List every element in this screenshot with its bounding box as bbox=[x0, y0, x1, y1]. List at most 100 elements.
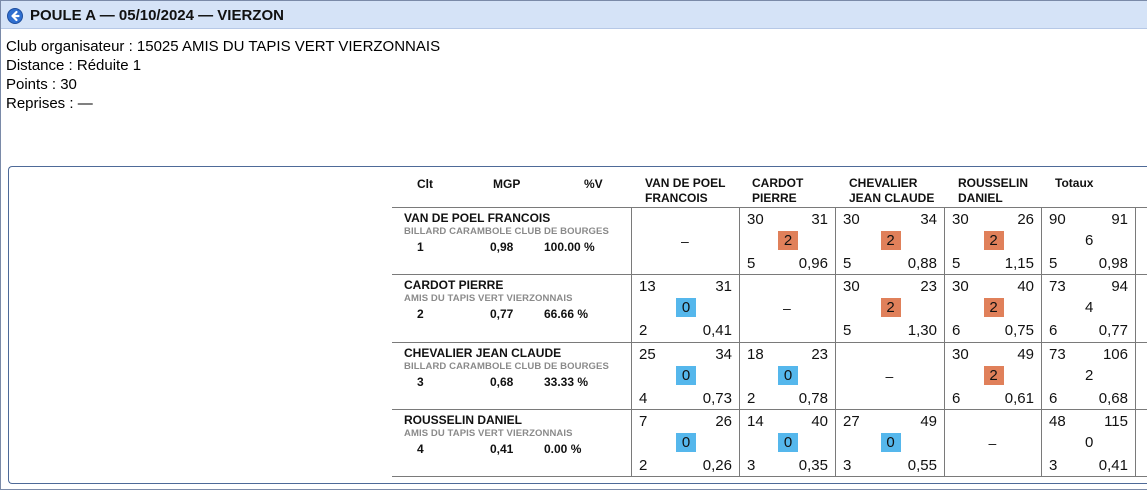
match-cell-opponent-points: 26 bbox=[715, 413, 732, 430]
match-cell-result-badge: 0 bbox=[778, 433, 798, 452]
player-club: AMIS DU TAPIS VERT VIERZONNAIS bbox=[404, 293, 573, 304]
match-cell-result-badge: 2 bbox=[983, 231, 1004, 250]
match-cell-innings: 3 bbox=[843, 457, 852, 474]
player-rank: 1 bbox=[417, 240, 424, 254]
organizer-club: Club organisateur : 15025 AMIS DU TAPIS … bbox=[6, 38, 441, 55]
header-opponent-4: ROUSSELIN DANIEL bbox=[958, 176, 1029, 205]
match-cell-innings: 3 bbox=[747, 457, 756, 474]
match-cell-average: 1,30 bbox=[907, 322, 937, 339]
grid-line bbox=[739, 207, 740, 477]
match-cell-result-badge: 2 bbox=[880, 231, 901, 250]
match-cell-innings: 5 bbox=[952, 255, 961, 272]
player-mgp: 0,68 bbox=[490, 375, 514, 389]
player-mgp: 0,41 bbox=[490, 442, 514, 456]
match-cell-innings: 2 bbox=[747, 390, 756, 407]
grid-line bbox=[392, 274, 1147, 275]
self-match-dash: – bbox=[988, 435, 997, 451]
self-match-dash: – bbox=[783, 300, 791, 316]
match-cell-result-badge: 0 bbox=[676, 298, 696, 317]
match-cell-average: 0,88 bbox=[907, 255, 937, 272]
match-cell-innings: 6 bbox=[952, 322, 961, 339]
player-mgp: 0,98 bbox=[490, 240, 514, 254]
match-cell-average: 0,78 bbox=[798, 390, 828, 407]
totals-cell-result: 4 bbox=[1085, 299, 1094, 316]
totals-cell-points: 48 bbox=[1049, 413, 1066, 430]
grid-line bbox=[1135, 207, 1136, 477]
match-cell-opponent-points: 31 bbox=[715, 278, 732, 295]
player-win-pct: 66.66 % bbox=[544, 307, 589, 321]
totals-cell-points: 73 bbox=[1049, 346, 1066, 363]
match-cell-opponent-points: 26 bbox=[1017, 211, 1034, 228]
player-win-pct: 100.00 % bbox=[544, 240, 595, 254]
header-totals: Totaux bbox=[1055, 176, 1094, 190]
grid-line bbox=[944, 207, 945, 477]
match-cell-opponent-points: 34 bbox=[715, 346, 732, 363]
grid-line bbox=[835, 207, 836, 477]
player-name: VAN DE POEL FRANCOIS bbox=[404, 211, 551, 225]
totals-cell-points: 73 bbox=[1049, 278, 1066, 295]
player-win-pct: 33.33 % bbox=[544, 375, 589, 389]
match-cell-result-badge: 0 bbox=[676, 433, 696, 452]
match-cell-points: 30 bbox=[747, 211, 764, 228]
grid-line bbox=[1041, 207, 1042, 477]
match-cell-opponent-points: 31 bbox=[811, 211, 828, 228]
match-cell-average: 0,96 bbox=[798, 255, 828, 272]
player-rank: 3 bbox=[417, 375, 424, 389]
match-cell-innings: 5 bbox=[843, 322, 852, 339]
match-cell-average: 0,61 bbox=[1004, 390, 1034, 407]
match-cell-points: 14 bbox=[747, 413, 764, 430]
player-rank: 2 bbox=[417, 307, 424, 321]
match-cell-points: 30 bbox=[952, 346, 969, 363]
match-cell-result-badge: 0 bbox=[676, 366, 696, 385]
distance: Distance : Réduite 1 bbox=[6, 57, 142, 74]
back-arrow-icon[interactable] bbox=[7, 8, 23, 24]
match-cell-points: 25 bbox=[639, 346, 656, 363]
player-name: CARDOT PIERRE bbox=[404, 278, 504, 292]
grid-line bbox=[392, 342, 1147, 343]
match-cell-opponent-points: 49 bbox=[920, 413, 937, 430]
totals-cell-average: 0,98 bbox=[1098, 255, 1128, 272]
player-win-pct: 0.00 % bbox=[544, 442, 582, 456]
match-cell-points: 30 bbox=[952, 278, 969, 295]
player-club: BILLARD CARAMBOLE CLUB DE BOURGES bbox=[404, 226, 609, 237]
match-cell-innings: 4 bbox=[639, 390, 648, 407]
match-cell-opponent-points: 40 bbox=[1017, 278, 1034, 295]
totals-cell-innings: 6 bbox=[1049, 390, 1058, 407]
header-clt: Clt bbox=[417, 177, 433, 191]
event-info: Club organisateur : 15025 AMIS DU TAPIS … bbox=[6, 37, 440, 113]
match-cell-average: 0,55 bbox=[907, 457, 937, 474]
match-cell-points: 30 bbox=[952, 211, 969, 228]
totals-cell-result: 6 bbox=[1085, 232, 1094, 249]
match-cell-average: 1,15 bbox=[1004, 255, 1034, 272]
match-cell-average: 0,41 bbox=[702, 322, 732, 339]
header-opponent-2: CARDOT PIERRE bbox=[752, 176, 804, 205]
totals-cell-average: 0,68 bbox=[1098, 390, 1128, 407]
match-cell-opponent-points: 23 bbox=[811, 346, 828, 363]
reprises: Reprises : — bbox=[6, 95, 93, 112]
match-cell-points: 7 bbox=[639, 413, 648, 430]
match-cell-points: 18 bbox=[747, 346, 764, 363]
self-match-dash: – bbox=[681, 233, 689, 249]
match-cell-points: 30 bbox=[843, 211, 860, 228]
match-cell-average: 0,75 bbox=[1004, 322, 1034, 339]
player-mgp: 0,77 bbox=[490, 307, 514, 321]
match-cell-opponent-points: 40 bbox=[811, 413, 828, 430]
player-name: CHEVALIER JEAN CLAUDE bbox=[404, 346, 562, 360]
match-cell-opponent-points: 49 bbox=[1017, 346, 1034, 363]
results-panel bbox=[8, 166, 1147, 484]
totals-cell-points: 90 bbox=[1049, 211, 1066, 228]
match-cell-average: 0,35 bbox=[798, 457, 828, 474]
header-opponent-1: VAN DE POEL FRANCOIS bbox=[645, 176, 726, 205]
totals-cell-innings: 6 bbox=[1049, 322, 1058, 339]
header-opponent-3: CHEVALIER JEAN CLAUDE bbox=[849, 176, 935, 205]
match-cell-points: 27 bbox=[843, 413, 860, 430]
totals-cell-opponent-points: 106 bbox=[1102, 346, 1128, 363]
totals-cell-average: 0,41 bbox=[1098, 457, 1128, 474]
player-name: ROUSSELIN DANIEL bbox=[404, 413, 523, 427]
match-cell-innings: 2 bbox=[639, 322, 648, 339]
match-cell-result-badge: 2 bbox=[880, 298, 901, 317]
match-cell-innings: 2 bbox=[639, 457, 648, 474]
match-cell-opponent-points: 23 bbox=[920, 278, 937, 295]
page-title: POULE A — 05/10/2024 — VIERZON bbox=[30, 7, 284, 24]
self-match-dash: – bbox=[885, 368, 894, 384]
